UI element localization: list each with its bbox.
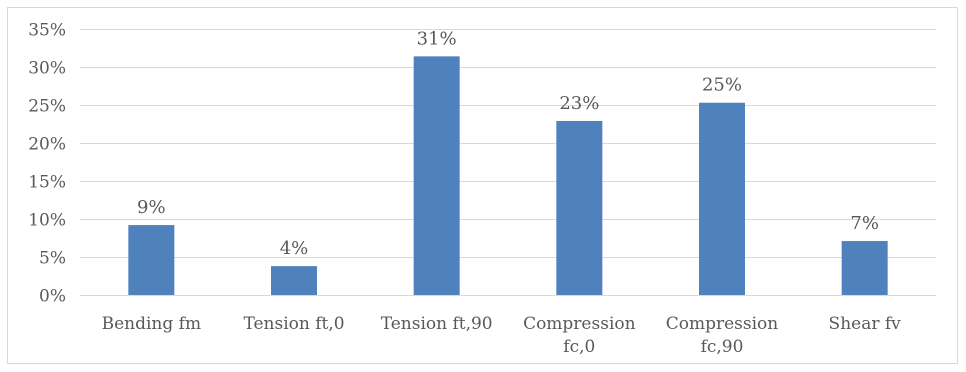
chart-frame bbox=[7, 7, 958, 364]
x-tick-label: Compression fc,90 bbox=[666, 314, 779, 357]
y-tick-label: 5% bbox=[39, 249, 66, 269]
data-label: 23% bbox=[559, 93, 599, 114]
y-tick-label: 15% bbox=[28, 173, 66, 193]
x-tick-label: Shear fv bbox=[829, 314, 902, 334]
y-tick-label: 0% bbox=[39, 287, 66, 307]
bar bbox=[841, 241, 888, 295]
bar bbox=[271, 266, 317, 295]
x-tick-label: Bending fm bbox=[102, 314, 201, 334]
data-label: 4% bbox=[280, 238, 309, 259]
data-label: 25% bbox=[702, 75, 742, 96]
x-tick-label: Tension ft,0 bbox=[243, 314, 344, 334]
x-axis-ticks: Bending fm Tension ft,0 Tension ft,90 Compr… bbox=[102, 314, 902, 357]
y-axis-ticks: 0% 5% 10% 15% 20% 25% 30% 35% bbox=[28, 21, 66, 307]
data-label: 7% bbox=[850, 213, 879, 234]
data-label: 31% bbox=[417, 28, 457, 49]
bar bbox=[128, 225, 175, 295]
y-tick-label: 30% bbox=[28, 59, 66, 79]
y-tick-label: 20% bbox=[28, 135, 66, 155]
bar bbox=[413, 56, 460, 295]
y-tick-label: 25% bbox=[28, 97, 66, 117]
data-labels: 9% 4% 31% 23% 25% 7% bbox=[137, 28, 879, 259]
bar bbox=[556, 120, 603, 296]
y-tick-label: 35% bbox=[28, 21, 66, 41]
y-tick-label: 10% bbox=[28, 211, 66, 231]
gridlines bbox=[80, 29, 936, 296]
x-tick-label: Tension ft,90 bbox=[381, 314, 493, 334]
bars bbox=[128, 56, 888, 296]
bar bbox=[699, 102, 745, 295]
data-label: 9% bbox=[137, 197, 166, 218]
x-tick-label: Compression fc,0 bbox=[523, 314, 636, 357]
